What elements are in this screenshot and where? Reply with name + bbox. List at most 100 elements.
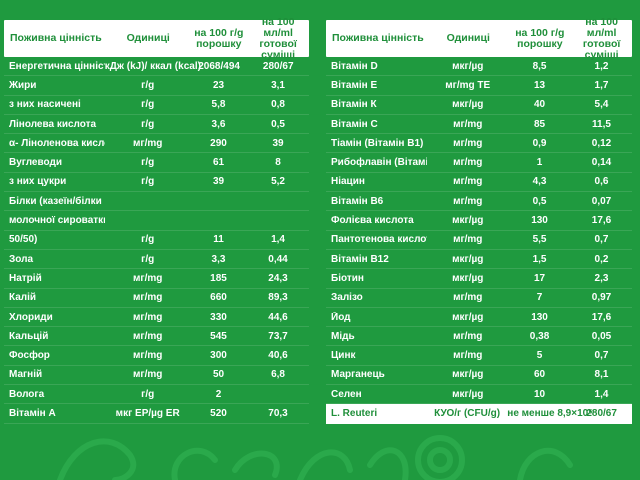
per-100ml-value: 5,2 [271, 176, 285, 188]
nutrient-name: з них цукри [9, 176, 67, 188]
unit-cell: мкг/µg [452, 369, 484, 381]
nutrient-name: Селен [331, 388, 362, 400]
unit-cell: мг/mg [453, 234, 483, 246]
table-row: Пантотенова кислота мг/mg 5,5 0,7 [326, 231, 632, 250]
per-100g-value: 17 [533, 272, 546, 284]
per-100g-value: 290 [210, 137, 227, 149]
per-100ml-value: 0,97 [591, 292, 612, 304]
table-row: Йод мкг/µg 130 17,6 [326, 308, 632, 328]
per-100ml-value: 3,1 [271, 79, 285, 91]
per-100g-value: не менше 8,9×10⁵ [507, 407, 593, 419]
nutrient-name: Залізо [331, 292, 363, 304]
unit-cell: мг/mg [453, 176, 483, 188]
nutrient-name: Вітамін D [331, 60, 378, 72]
table-row: Фосфор мг/mg 300 40,6 [4, 346, 309, 366]
per-100ml-value: 0,14 [591, 157, 612, 169]
per-100g-value: 4,3 [532, 176, 547, 188]
table-row: Фолієва кислота мкг/µg 130 17,6 [326, 211, 632, 231]
per-100g-value: 1 [536, 157, 543, 169]
nutrient-name: Мідь [331, 330, 355, 342]
nutrient-name: Рибофлавін (Вітамін В2) [331, 157, 427, 169]
unit-cell: мкг/µg [452, 60, 484, 72]
nutrient-name: Фосфор [9, 350, 50, 362]
table-row: Вітамін А мкг ЕР/µg ER 520 70,3 [4, 404, 309, 424]
per-100ml-value: 11,5 [592, 118, 611, 130]
per-100g-value: 3,3 [211, 253, 226, 265]
table-row: Вітамін К мкг/µg 40 5,4 [326, 96, 632, 115]
table-body: Вітамін D мкг/µg 8,5 1,2 Вітамін Е мг/mg TE 13… [326, 57, 632, 424]
per-100g-value: 85 [533, 118, 546, 130]
per-100ml-value: 73,7 [268, 330, 288, 342]
header-per-100ml: на 100 мл/ml готової суміші [259, 15, 297, 61]
per-100g-value: 10 [533, 388, 546, 400]
unit-cell: г/g [141, 99, 155, 111]
nutrient-name: Біотин [331, 272, 364, 284]
table-row: Натрій мг/mg 185 24,3 [4, 269, 309, 289]
per-100g-value: 330 [210, 311, 227, 323]
nutrient-name: Білки (казеїн/білки [9, 195, 102, 207]
nutrient-name: Фолієва кислота [331, 215, 414, 227]
nutrient-name: Ніацин [331, 176, 365, 188]
nutrient-name: Йод [331, 311, 351, 323]
per-100ml-value: 1,7 [594, 79, 609, 91]
table-header: Поживна цінність Одиниці на 100 г/g поро… [4, 16, 309, 60]
table-row: Рибофлавін (Вітамін В2) мг/mg 1 0,14 [326, 153, 632, 173]
header-unit: Одиниці [446, 32, 490, 44]
nutrient-name: молочної сироватки: [9, 215, 106, 227]
per-100ml-value: 0,44 [268, 253, 288, 265]
per-100g-value: 5 [536, 350, 543, 362]
per-100ml-value: 0,6 [594, 176, 609, 188]
header-per-100g: на 100 г/g порошку [194, 26, 244, 50]
unit-cell: мкг/µg [452, 253, 484, 265]
per-100g-value: 39 [212, 176, 225, 188]
per-100ml-value: 39 [272, 137, 284, 149]
per-100g-value: 2 [215, 388, 222, 400]
unit-cell: мг/mg [133, 311, 163, 323]
unit-cell: мкг/µg [452, 99, 484, 111]
unit-cell: г/g [141, 253, 155, 265]
nutrient-name: з них насичені [9, 99, 81, 111]
per-100ml-value: 0,12 [591, 137, 612, 149]
per-100g-value: 11 [213, 234, 224, 246]
unit-cell: мг/mg [453, 157, 483, 169]
per-100ml-value: 1,2 [594, 60, 609, 72]
nutrient-name: Вітамін Е [331, 79, 378, 91]
unit-cell: г/g [141, 79, 155, 91]
table-row: α- Ліноленова кислота мг/mg 290 39 [4, 134, 309, 154]
per-100ml-value: 8 [275, 157, 281, 169]
nutrient-name: Хлориди [9, 311, 53, 323]
table-row: 50/50) г/g 11 1,4 [4, 231, 309, 250]
unit-cell: г/g [141, 388, 155, 400]
header-per-100g: на 100 г/g порошку [515, 26, 565, 50]
table-row: з них цукри г/g 39 5,2 [4, 173, 309, 193]
table-row: Білки (казеїн/білки [4, 192, 309, 212]
nutrient-name: Енергетична цінність [9, 60, 105, 72]
unit-cell: мкг/µg [452, 272, 484, 284]
unit-cell: мг/mg [133, 350, 163, 362]
nutrient-name: Вітамін С [331, 118, 378, 130]
table-row: Вітамін Е мг/mg TE 13 1,7 [326, 76, 632, 96]
unit-cell: мг/mg [133, 369, 163, 381]
per-100ml-value: 280/67 [586, 407, 617, 419]
per-100g-value: 0,38 [529, 330, 550, 342]
per-100g-value: 50 [212, 369, 225, 381]
per-100ml-value: 17,6 [591, 311, 612, 323]
nutrient-name: Жири [9, 79, 37, 91]
table-body: Енергетична цінність кДж (kJ)/ ккал (kcal… [4, 57, 309, 424]
table-header: Поживна цінність Одиниці на 100 г/g поро… [326, 16, 632, 60]
per-100ml-value: 24,3 [268, 272, 288, 284]
unit-cell: мкг/µg [452, 215, 484, 227]
per-100g-value: 1,5 [532, 253, 547, 265]
per-100ml-value: 280/67 [262, 60, 294, 72]
unit-cell: мг/mg [453, 118, 483, 130]
unit-cell: мг/mg [133, 272, 163, 284]
table-row: Вологa г/g 2 [4, 385, 309, 405]
table-row: Зола г/g 3,3 0,44 [4, 250, 309, 270]
unit-cell: мг/mg [453, 195, 483, 207]
unit-cell: мг/mg [453, 137, 483, 149]
unit-cell: г/g [141, 157, 155, 169]
nutrient-name: Вітамін А [9, 407, 56, 419]
per-100ml-value: 8,1 [594, 369, 609, 381]
unit-cell: г/g [141, 118, 155, 130]
table-row: Ніацин мг/mg 4,3 0,6 [326, 173, 632, 193]
